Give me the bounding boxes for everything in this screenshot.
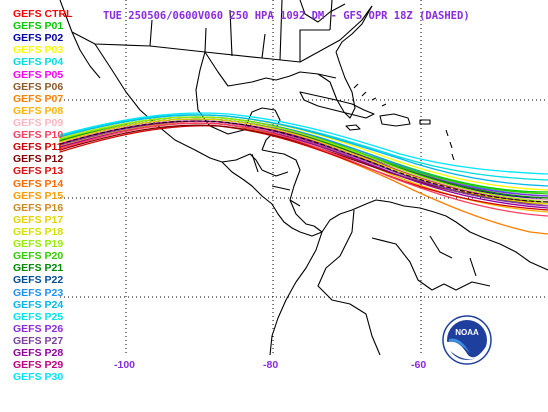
mexico [94, 43, 263, 171]
contour-line [59, 114, 548, 187]
contour-line [59, 112, 548, 175]
noaa-logo-icon: NOAA [442, 315, 492, 365]
jamaica [345, 124, 361, 131]
baja [71, 31, 101, 79]
florida [317, 51, 356, 119]
ensemble-legend: GEFS CTRL GEFS P01 GEFS P02 GEFS P03 GEFS P0… [13, 8, 93, 383]
contour-line [59, 122, 548, 217]
legend-item: GEFS P04 [13, 56, 64, 69]
legend-item: GEFS P02 [13, 32, 64, 45]
state-borders [149, 0, 333, 62]
contour-line [59, 125, 548, 211]
legend-item: GEFS P07 [13, 92, 64, 105]
gulf-coast [204, 51, 337, 87]
legend-item: GEFS P16 [13, 201, 64, 214]
puerto-rico [419, 119, 431, 125]
great-lakes [299, 0, 346, 23]
legend-item: GEFS P03 [13, 44, 64, 57]
bahamas [353, 83, 387, 107]
atlantic-coast [335, 5, 373, 53]
legend-item: GEFS P20 [13, 250, 64, 263]
us-canada-region [59, 0, 373, 63]
legend-item: GEFS P19 [13, 238, 64, 251]
legend-item: GEFS P11 [13, 141, 63, 154]
legend-item: GEFS P25 [13, 310, 64, 323]
south-america [321, 199, 548, 271]
coastlines [59, 0, 548, 356]
legend-item: GEFS P29 [13, 359, 64, 372]
legend-item: GEFS P27 [13, 334, 64, 347]
mexico-gulf-side [195, 51, 253, 135]
legend-item: GEFS P14 [13, 177, 64, 190]
contour-line [59, 114, 548, 181]
legend-item: GEFS P05 [13, 68, 64, 81]
legend-item: GEFS P13 [13, 165, 64, 178]
legend-item: GEFS P26 [13, 322, 64, 335]
ensemble-contours [59, 112, 548, 235]
gfs-opr-dashed-contour [59, 120, 548, 203]
sa-west-coast [269, 231, 323, 356]
legend-item: GEFS P21 [13, 262, 64, 275]
central-america-caribbean [261, 149, 323, 233]
legend-item: GEFS P12 [13, 153, 64, 166]
svg-text:NOAA: NOAA [455, 328, 479, 337]
yucatan [243, 107, 281, 151]
legend-item: GEFS P23 [13, 286, 64, 299]
lesser-antilles [445, 129, 455, 161]
legend-item: GEFS P28 [13, 347, 64, 360]
legend-item: GEFS P24 [13, 298, 64, 311]
lon-label-100w: -100 [114, 359, 136, 371]
lon-label-60w: -60 [411, 359, 427, 371]
legend-item: GEFS P10 [13, 129, 64, 142]
legend-item: GEFS CTRL [13, 8, 73, 20]
contour-line [59, 118, 548, 205]
legend-item: GEFS P09 [13, 116, 64, 129]
legend-item: GEFS P15 [13, 189, 64, 202]
ca-borders [251, 153, 301, 207]
legend-item: GEFS P06 [13, 80, 64, 93]
legend-item: GEFS P01 [13, 20, 64, 33]
sa-borders [317, 209, 491, 356]
legend-item: GEFS P17 [13, 213, 64, 226]
legend-item: GEFS P22 [13, 274, 64, 287]
hispaniola [379, 113, 411, 127]
central-america [221, 161, 323, 237]
legend-item: GEFS P08 [13, 104, 64, 117]
legend-item: GEFS P30 [13, 371, 64, 384]
lon-label-80w: -80 [263, 359, 279, 371]
contour-line [59, 116, 548, 203]
map-title: TUE 250506/0600V060 250 HPA 1092 DM - GF… [103, 10, 470, 22]
cuba [299, 91, 375, 119]
legend-item: GEFS P18 [13, 225, 64, 238]
